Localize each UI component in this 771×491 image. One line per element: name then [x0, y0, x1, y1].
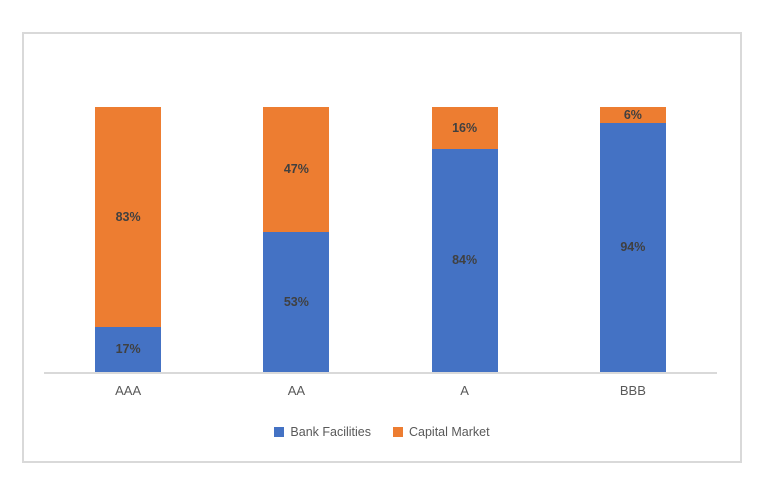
category-column-aa: 47% 53%: [212, 107, 380, 372]
x-axis-labels: AAA AA A BBB: [44, 383, 717, 398]
category-column-aaa: 83% 17%: [44, 107, 212, 372]
x-axis-line: [44, 372, 717, 374]
legend-item-capital-market: Capital Market: [393, 425, 490, 439]
data-label: 6%: [623, 107, 642, 122]
data-label: 84%: [452, 253, 478, 268]
stacked-bar-a: 16% 84%: [431, 107, 498, 372]
legend-swatch-capital-market: [393, 427, 403, 437]
segment-capital-market-a: 16%: [431, 107, 498, 150]
data-label: 94%: [620, 240, 646, 255]
x-axis-label-bbb: BBB: [619, 383, 646, 398]
segment-bank-facilities-a: 84%: [431, 149, 498, 372]
legend-item-bank-facilities: Bank Facilities: [274, 425, 371, 439]
stacked-bar-bbb: 6% 94%: [599, 107, 666, 372]
data-label: 16%: [452, 120, 478, 135]
category-column-bbb: 6% 94%: [549, 107, 717, 372]
data-label: 53%: [283, 294, 309, 309]
data-label: 47%: [283, 162, 309, 177]
segment-capital-market-aa: 47%: [263, 107, 330, 232]
segment-capital-market-aaa: 83%: [95, 107, 162, 327]
x-axis-label-aa: AA: [287, 383, 306, 398]
x-axis-label-aaa: AAA: [115, 383, 142, 398]
data-label: 17%: [115, 342, 141, 357]
data-label: 83%: [115, 209, 141, 224]
legend: Bank Facilities Capital Market: [24, 425, 740, 439]
segment-capital-market-bbb: 6%: [599, 107, 666, 123]
plot-area: 83% 17% 47% 53% 16% 84% 6% 94%: [44, 107, 717, 372]
stacked-bar-aaa: 83% 17%: [95, 107, 162, 372]
segment-bank-facilities-aa: 53%: [263, 231, 330, 372]
chart-frame: 83% 17% 47% 53% 16% 84% 6% 94% AAA AA A BBB Bank F…: [22, 32, 742, 463]
stacked-bar-aa: 47% 53%: [263, 107, 330, 372]
legend-label: Bank Facilities: [290, 425, 371, 439]
segment-bank-facilities-bbb: 94%: [599, 122, 666, 372]
legend-swatch-bank-facilities: [274, 427, 285, 437]
segment-bank-facilities-aaa: 17%: [95, 326, 162, 372]
category-column-a: 16% 84%: [381, 107, 549, 372]
legend-label: Capital Market: [409, 425, 490, 439]
x-axis-label-a: A: [460, 383, 469, 398]
